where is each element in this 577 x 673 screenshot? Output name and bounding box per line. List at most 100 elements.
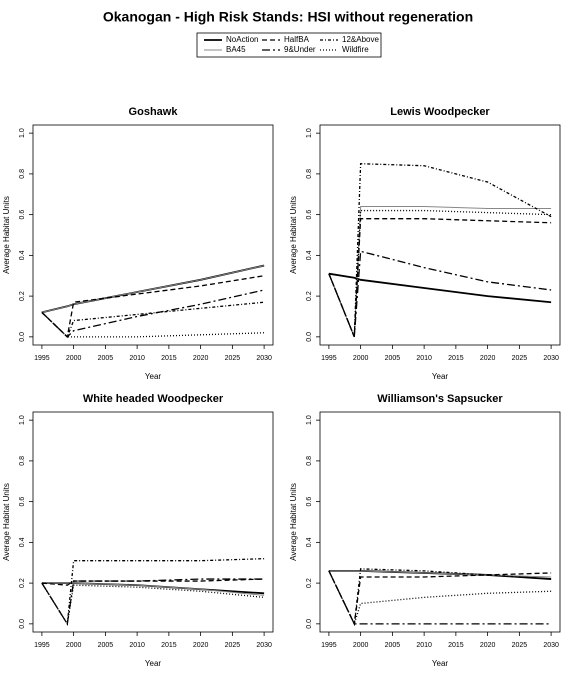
series-line xyxy=(328,570,552,627)
y-tick-label: 1.0 xyxy=(306,128,313,138)
x-tick-label: 2015 xyxy=(448,355,464,362)
x-tick-label: 2030 xyxy=(543,642,559,649)
x-tick-label: 1995 xyxy=(34,355,50,362)
panel-title: Lewis Woodpecker xyxy=(390,106,490,118)
y-tick-label: 0.6 xyxy=(306,210,313,220)
y-axis-label: Average Habitat Units xyxy=(289,196,298,274)
legend-label: NoAction xyxy=(226,35,258,44)
x-axis-label: Year xyxy=(145,659,162,668)
y-tick-label: 0.8 xyxy=(306,169,313,179)
plot-frame xyxy=(32,124,274,346)
series-line xyxy=(41,582,265,626)
plot-frame xyxy=(32,411,274,633)
x-tick-label: 2020 xyxy=(193,355,209,362)
series-line xyxy=(41,578,265,586)
series-line xyxy=(328,570,552,578)
x-tick-label: 2005 xyxy=(385,642,401,649)
x-axis-label: Year xyxy=(145,372,162,381)
y-tick-label: 0.4 xyxy=(306,250,313,260)
panel-title: White headed Woodpecker xyxy=(83,393,224,405)
series-line xyxy=(41,578,265,626)
x-tick-label: 2030 xyxy=(256,642,272,649)
series-line xyxy=(328,209,552,338)
x-tick-label: 2025 xyxy=(225,642,241,649)
y-tick-label: 0.6 xyxy=(19,497,26,507)
x-axis-label: Year xyxy=(432,659,449,668)
x-tick-label: 2000 xyxy=(353,642,369,649)
legend-label: Wildfire xyxy=(342,45,369,54)
series-line xyxy=(328,272,552,304)
y-tick-label: 0.8 xyxy=(306,456,313,466)
x-tick-label: 1995 xyxy=(34,642,50,649)
y-tick-label: 0.0 xyxy=(306,619,313,629)
legend-label: 9&Under xyxy=(284,45,316,54)
x-tick-label: 2020 xyxy=(193,642,209,649)
series-line xyxy=(41,275,265,339)
series-line xyxy=(328,570,552,625)
series-line xyxy=(41,301,265,338)
y-tick-label: 0.4 xyxy=(306,537,313,547)
y-tick-label: 0.0 xyxy=(306,332,313,342)
y-tick-label: 0.2 xyxy=(306,578,313,588)
legend-label: 12&Above xyxy=(342,35,379,44)
x-tick-label: 2025 xyxy=(512,355,528,362)
y-axis-label: Average Habitat Units xyxy=(2,196,11,274)
y-tick-label: 0.4 xyxy=(19,250,26,260)
x-tick-label: 2005 xyxy=(385,355,401,362)
x-tick-label: 2005 xyxy=(98,642,114,649)
y-tick-label: 0.0 xyxy=(19,332,26,342)
x-tick-label: 2010 xyxy=(416,355,432,362)
x-tick-label: 1995 xyxy=(321,355,337,362)
legend-box xyxy=(196,32,382,58)
x-tick-label: 2020 xyxy=(480,642,496,649)
x-tick-label: 2000 xyxy=(353,355,369,362)
x-tick-label: 2020 xyxy=(480,355,496,362)
x-tick-label: 2030 xyxy=(543,355,559,362)
x-tick-label: 2010 xyxy=(129,355,145,362)
series-line xyxy=(41,311,265,338)
y-tick-label: 1.0 xyxy=(19,415,26,425)
figure-title: Okanogan - High Risk Stands: HSI without… xyxy=(103,9,473,25)
x-tick-label: 2025 xyxy=(225,355,241,362)
series-line xyxy=(41,558,265,626)
legend-label: HalfBA xyxy=(284,35,310,44)
panel-title: Williamson's Sapsucker xyxy=(377,393,503,405)
x-tick-label: 2010 xyxy=(416,642,432,649)
y-tick-label: 0.2 xyxy=(19,291,26,301)
x-tick-label: 2030 xyxy=(256,355,272,362)
y-tick-label: 0.6 xyxy=(306,497,313,507)
legend-label: BA45 xyxy=(226,45,246,54)
panel-title: Goshawk xyxy=(129,106,179,118)
x-tick-label: 1995 xyxy=(321,642,337,649)
y-tick-label: 1.0 xyxy=(19,128,26,138)
y-axis-label: Average Habitat Units xyxy=(289,483,298,561)
series-line xyxy=(328,250,552,338)
y-tick-label: 0.2 xyxy=(19,578,26,588)
plot-frame xyxy=(319,411,561,633)
y-tick-label: 0.2 xyxy=(306,291,313,301)
series-line xyxy=(328,218,552,338)
series-line xyxy=(41,289,265,338)
x-tick-label: 2005 xyxy=(98,355,114,362)
y-tick-label: 0.8 xyxy=(19,169,26,179)
series-line xyxy=(328,570,552,626)
x-tick-label: 2015 xyxy=(161,642,177,649)
y-tick-label: 0.0 xyxy=(19,619,26,629)
plot-frame xyxy=(319,124,561,346)
y-tick-label: 0.8 xyxy=(19,456,26,466)
x-axis-label: Year xyxy=(432,372,449,381)
y-tick-label: 0.6 xyxy=(19,210,26,220)
x-tick-label: 2025 xyxy=(512,642,528,649)
series-line xyxy=(41,582,265,596)
series-line xyxy=(328,163,552,338)
x-tick-label: 2015 xyxy=(448,642,464,649)
y-tick-label: 1.0 xyxy=(306,415,313,425)
x-tick-label: 2000 xyxy=(66,642,82,649)
x-tick-label: 2015 xyxy=(161,355,177,362)
x-tick-label: 2010 xyxy=(129,642,145,649)
y-tick-label: 0.4 xyxy=(19,537,26,547)
x-tick-label: 2000 xyxy=(66,355,82,362)
y-axis-label: Average Habitat Units xyxy=(2,483,11,561)
series-line xyxy=(41,265,265,313)
